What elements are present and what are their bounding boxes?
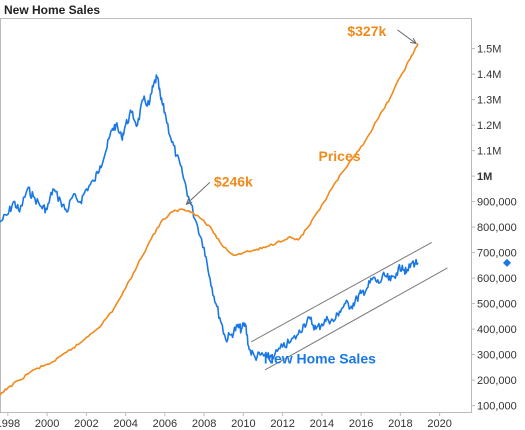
sales-series-line <box>0 74 419 362</box>
y-tick-label: 500,000 <box>477 299 517 311</box>
x-tick-label: 2018 <box>388 418 412 430</box>
y-tick-label: 600,000 <box>477 273 517 285</box>
y-tick-label: 1.2M <box>477 120 501 132</box>
y-tick-label: 400,000 <box>477 324 517 336</box>
y-tick-label: 800,000 <box>477 222 517 234</box>
x-tick-label: 2002 <box>74 418 98 430</box>
chart-title: New Home Sales <box>4 3 100 17</box>
x-axis-tick-labels: 1998 2000 2002 2004 2006 2008 2010 2012 2014 2016… <box>0 418 452 430</box>
prices-series-line <box>0 43 419 396</box>
prices-series-label: Prices <box>318 148 360 164</box>
x-tick-label: 2016 <box>349 418 373 430</box>
annotation-arrow <box>186 181 211 205</box>
last-value-marker <box>503 258 511 267</box>
x-tick-label: 2004 <box>113 418 137 430</box>
y-tick-label: 1.5M <box>477 44 501 56</box>
channel-lower-line <box>264 267 448 371</box>
x-tick-label: 2020 <box>427 418 451 430</box>
y-tick-label: 900,000 <box>477 197 517 209</box>
y-tick-label: 100,000 <box>477 401 517 413</box>
y-tick-label: 1M <box>477 171 492 183</box>
annotations: $246k $327k <box>185 23 417 205</box>
y-tick-label: 200,000 <box>477 375 517 387</box>
series-labels: New Home Sales Prices <box>264 148 376 367</box>
x-tick-label: 2012 <box>270 418 294 430</box>
annotation-arrowhead <box>185 198 193 205</box>
annotation-arrowhead <box>410 37 417 45</box>
series-lines <box>0 43 511 396</box>
sales-series-label: New Home Sales <box>264 351 376 367</box>
y-tick-label: 300,000 <box>477 350 517 362</box>
trend-channel <box>250 241 448 371</box>
x-tick-label: 2014 <box>310 418 334 430</box>
x-tick-label: 2000 <box>35 418 59 430</box>
x-tick-label: 1998 <box>0 418 20 430</box>
annotation-arrow <box>397 29 417 44</box>
plot-frame <box>0 18 472 413</box>
annotation-327k: $327k <box>347 23 386 39</box>
x-tick-label: 2008 <box>192 418 216 430</box>
x-tick-label: 2006 <box>153 418 177 430</box>
y-tick-label: 1.1M <box>477 146 501 158</box>
x-tick-label: 2010 <box>231 418 255 430</box>
y-tick-label: 700,000 <box>477 248 517 260</box>
annotation-246k: $246k <box>214 173 253 189</box>
axis-ticks <box>7 48 475 416</box>
y-axis-tick-labels: 100,000 200,000 300,000 400,000 500,000 600,0… <box>477 44 517 413</box>
y-tick-label: 1.3M <box>477 95 501 107</box>
y-tick-label: 1.4M <box>477 69 501 81</box>
channel-upper-line <box>250 241 432 343</box>
